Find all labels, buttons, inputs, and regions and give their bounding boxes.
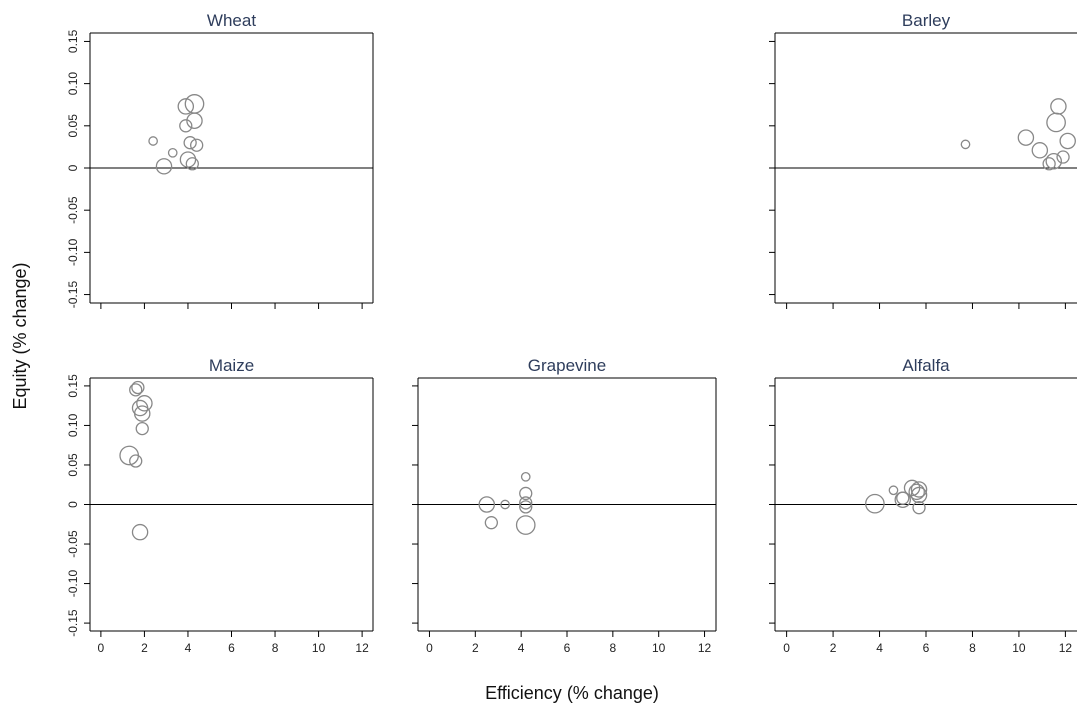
data-point [1056, 150, 1070, 164]
x-tick-label: 0 [426, 641, 433, 655]
panel-maize: Maize 0.15 0.10 0.05 0 -0.05 -0.10 -0.15 0 2 4 6 8 10… [66, 356, 374, 655]
data-point [1059, 132, 1076, 150]
y-tick-label: 0 [66, 501, 80, 508]
data-point [960, 139, 971, 150]
y-tick-label: 0.10 [66, 72, 80, 96]
x-tick-label: 2 [472, 641, 479, 655]
data-point [135, 421, 149, 436]
y-tick-label: 0.10 [66, 413, 80, 437]
data-point [912, 501, 926, 515]
data-point [478, 496, 496, 513]
panel-grapevine: Grapevine 0 2 4 6 8 10 12 [412, 356, 717, 655]
data-point [1042, 157, 1056, 171]
data-point [910, 486, 928, 504]
data-point [136, 395, 153, 412]
data-point [190, 138, 204, 152]
data-point [1045, 152, 1063, 170]
data-point [520, 471, 531, 482]
data-point [1050, 98, 1067, 115]
x-tick-label: 6 [564, 641, 571, 655]
y-tick-label: -0.05 [66, 530, 80, 558]
panel-grid: Wheat 0.15 0.10 0.05 0 -0.05 -0.10 -0.15 Barley M… [66, 11, 1077, 655]
x-tick-label: 12 [355, 641, 369, 655]
data-point [888, 485, 899, 496]
data-point [184, 94, 205, 114]
y-tick-label: 0.15 [66, 29, 80, 53]
y-tick-label: -0.05 [66, 196, 80, 224]
x-tick-label: 6 [228, 641, 235, 655]
data-point [129, 454, 143, 468]
y-tick-label: 0 [66, 164, 80, 171]
data-point [896, 491, 910, 505]
data-point [183, 136, 197, 150]
x-tick-label: 8 [610, 641, 617, 655]
x-tick-label: 8 [272, 641, 279, 655]
data-point [1017, 129, 1035, 146]
x-tick-label: 12 [1059, 641, 1073, 655]
y-tick-label: 0.05 [66, 114, 80, 138]
data-point [177, 98, 195, 115]
x-tick-label: 0 [783, 641, 790, 655]
panel-title: Wheat [207, 11, 256, 30]
data-point [131, 380, 145, 395]
x-tick-label: 10 [652, 641, 666, 655]
y-tick-label: -0.15 [66, 281, 80, 309]
data-point [484, 516, 499, 530]
panel-title: Barley [902, 11, 951, 30]
data-point [515, 515, 536, 535]
y-tick-label: 0.05 [66, 453, 80, 477]
data-point [167, 147, 178, 158]
x-tick-label: 12 [698, 641, 712, 655]
data-point [908, 483, 925, 501]
data-point [500, 499, 510, 510]
data-point [865, 493, 885, 514]
x-tick-label: 10 [1012, 641, 1026, 655]
y-tick-label: -0.10 [66, 238, 80, 266]
data-point [519, 496, 533, 510]
panel-alfalfa: Alfalfa 0 2 4 6 8 10 12 [769, 356, 1077, 655]
x-tick-label: 0 [98, 641, 105, 655]
y-tick-label: -0.10 [66, 570, 80, 598]
data-point [179, 119, 193, 133]
y-tick-label: -0.15 [66, 609, 80, 637]
data-point [910, 481, 928, 498]
panel-title: Maize [209, 356, 254, 375]
x-axis-label: Efficiency (% change) [485, 683, 659, 703]
panel-title: Grapevine [528, 356, 606, 375]
panel-wheat: Wheat 0.15 0.10 0.05 0 -0.05 -0.10 -0.15 [66, 11, 374, 309]
x-tick-label: 10 [312, 641, 326, 655]
data-point [131, 523, 149, 541]
data-point [133, 405, 151, 422]
panel-title: Alfalfa [902, 356, 950, 375]
data-point [148, 136, 158, 146]
x-tick-label: 4 [876, 641, 883, 655]
y-axis-label: Equity (% change) [10, 262, 30, 409]
data-point [519, 500, 533, 514]
data-point [129, 383, 143, 397]
x-tick-label: 2 [141, 641, 148, 655]
x-tick-label: 4 [518, 641, 525, 655]
data-point [185, 157, 199, 171]
x-tick-label: 6 [923, 641, 930, 655]
x-tick-label: 8 [969, 641, 976, 655]
panel-barley: Barley [769, 11, 1077, 309]
y-tick-label: 0.15 [66, 374, 80, 398]
data-point [155, 158, 173, 175]
data-point [1031, 142, 1049, 159]
x-tick-label: 2 [830, 641, 837, 655]
data-point [1046, 112, 1066, 133]
x-tick-label: 4 [185, 641, 192, 655]
data-point [186, 112, 203, 130]
data-point [519, 486, 533, 501]
